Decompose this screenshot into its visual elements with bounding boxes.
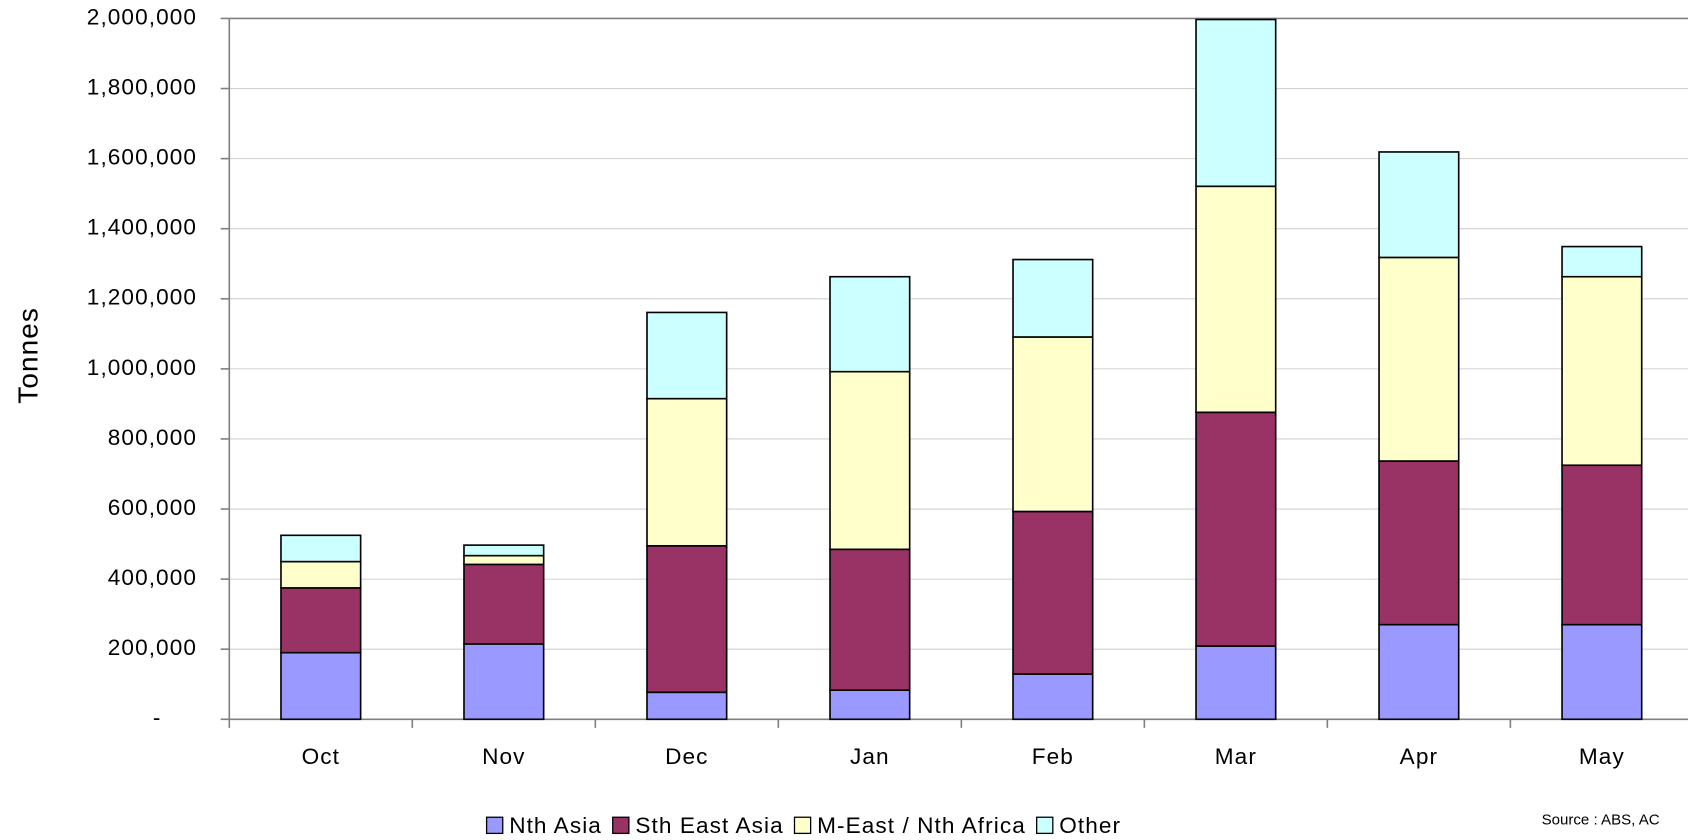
bar-segment: [1378, 623, 1460, 721]
y-axis-label: Tonnes: [13, 307, 44, 404]
y-tick-label: -: [153, 705, 162, 730]
bar-segment: [829, 689, 911, 721]
bar-segment: [646, 691, 728, 721]
source-note: Source : ABS, AC: [1542, 811, 1660, 828]
x-tick-label: Nov: [482, 744, 525, 769]
legend-label: Nth Asia: [509, 813, 602, 838]
bar-segment: [646, 311, 728, 400]
y-tick-label: 1,600,000: [87, 145, 197, 170]
bar-segment: [1195, 411, 1277, 647]
bar-segment: [1378, 151, 1460, 259]
bar-segment: [829, 548, 911, 691]
bar-segment: [463, 563, 545, 645]
bar-segment: [280, 560, 362, 589]
bar-segment: [646, 397, 728, 547]
legend-swatch: [612, 816, 630, 835]
y-tick-label: 1,400,000: [87, 215, 197, 240]
bar-segment: [1561, 464, 1643, 626]
bar-segment: [1195, 645, 1277, 721]
bar-segment: [1195, 185, 1277, 414]
y-tick-label: 2,000,000: [87, 4, 197, 29]
bar-segment: [463, 544, 545, 557]
bar-segment: [280, 534, 362, 563]
y-tick-label: 1,000,000: [87, 355, 197, 380]
legend-label: Sth East Asia: [635, 813, 783, 838]
x-tick-label: Oct: [302, 744, 340, 769]
x-tick-label: Apr: [1400, 744, 1438, 769]
legend-swatch: [793, 816, 812, 835]
y-tick-label: 1,800,000: [87, 75, 197, 100]
bar-segment: [1012, 258, 1094, 338]
y-tick-label: 1,200,000: [87, 285, 197, 310]
x-tick-label: Dec: [665, 744, 708, 769]
y-tick-label: 600,000: [108, 495, 197, 520]
legend-label: M-East / Nth Africa: [817, 813, 1026, 838]
bar-segment: [1561, 245, 1643, 278]
bar-segment: [1012, 510, 1094, 675]
bar-segment: [1195, 18, 1277, 188]
legend-swatch: [485, 816, 504, 835]
bar-segment: [1012, 336, 1094, 513]
bar-segment: [280, 651, 362, 721]
y-tick-label: 200,000: [108, 635, 197, 660]
x-tick-label: Jan: [850, 744, 890, 769]
bar-segment: [829, 370, 911, 551]
bar-segment: [463, 554, 545, 566]
x-tick-label: Mar: [1215, 744, 1257, 769]
bar-segment: [1012, 673, 1094, 721]
bar-segment: [1378, 256, 1460, 462]
y-tick-label: 800,000: [108, 425, 197, 450]
legend-swatch: [1036, 816, 1054, 835]
bar-segment: [1561, 275, 1643, 467]
bar-segment: [463, 643, 545, 721]
bar-segment: [1378, 460, 1460, 626]
bar-segment: [280, 587, 362, 654]
x-tick-label: May: [1579, 744, 1625, 769]
legend-label: Other: [1059, 813, 1121, 838]
y-tick-label: 400,000: [108, 565, 197, 590]
x-tick-label: Feb: [1032, 744, 1074, 769]
bar-segment: [646, 545, 728, 694]
bar-segment: [1561, 623, 1643, 721]
bar-segment: [829, 275, 911, 373]
